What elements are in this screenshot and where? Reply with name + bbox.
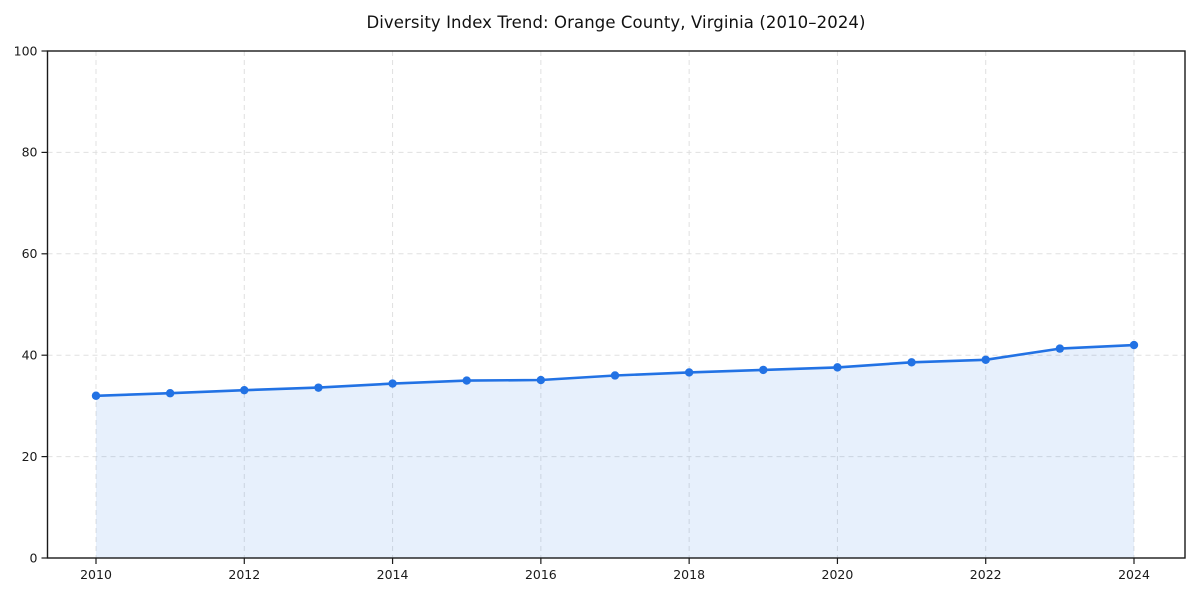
data-point-2019 (759, 365, 768, 375)
x-tick-label: 2022 (970, 567, 1002, 582)
data-point-2015 (462, 376, 471, 385)
data-point-2022 (981, 355, 990, 364)
data-point-2014 (388, 379, 397, 388)
data-point-2011 (165, 389, 175, 398)
y-tick-label: 40 (22, 348, 38, 363)
y-tick-label: 0 (30, 550, 38, 565)
plot-border (46, 50, 1186, 559)
chart-title: Diversity Index Trend: Orange County, Vi… (366, 13, 866, 32)
y-tick-label: 100 (14, 43, 38, 58)
data-point-2010 (91, 391, 101, 400)
x-tick-label: 2018 (673, 567, 705, 582)
data-point-2012 (240, 385, 249, 395)
y-tick-label: 60 (22, 246, 38, 261)
x-tick-label: 2020 (822, 567, 854, 582)
data-point-2017 (610, 371, 620, 380)
x-tick-label: 2010 (80, 567, 112, 582)
data-point-2021 (907, 358, 916, 367)
y-tick-label: 20 (22, 449, 38, 464)
data-point-2016 (536, 375, 546, 385)
data-point-2020 (833, 363, 842, 372)
x-tick-label: 2016 (525, 567, 557, 582)
data-point-2018 (684, 368, 694, 377)
data-point-2013 (314, 383, 323, 392)
x-tick-label: 2024 (1118, 567, 1150, 582)
x-tick-label: 2012 (228, 567, 260, 582)
area-fill (96, 345, 1134, 558)
y-tick-label: 80 (22, 145, 38, 160)
data-point-2024 (1129, 340, 1139, 350)
data-point-2023 (1055, 344, 1065, 353)
x-tick-label: 2014 (377, 567, 409, 582)
